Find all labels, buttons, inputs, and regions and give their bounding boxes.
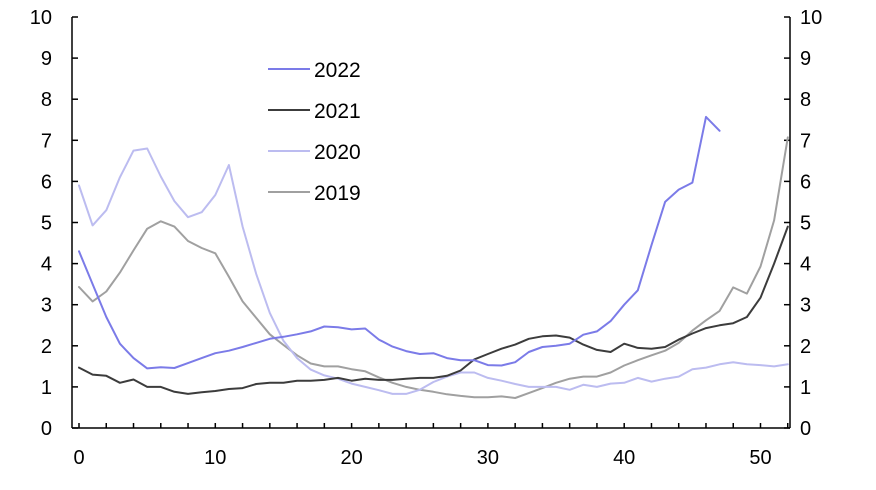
legend-label-2022: 2022 — [314, 59, 361, 82]
y-tick-label-left: 2 — [41, 336, 52, 358]
x-tick-label: 0 — [73, 447, 84, 469]
y-tick-label-right: 2 — [800, 336, 811, 358]
y-tick-label-left: 10 — [30, 7, 52, 29]
series-line-2021 — [78, 225, 789, 395]
legend: 2022 2021 2020 2019 — [268, 59, 361, 205]
x-tick-label: 20 — [340, 447, 362, 469]
y-tick-label-right: 7 — [800, 130, 811, 152]
legend-label-2019: 2019 — [314, 182, 361, 205]
x-tick-label: 30 — [477, 447, 499, 469]
series-lines — [78, 115, 789, 399]
y-tick-label-right: 0 — [800, 418, 811, 440]
y-tick-label-right: 10 — [800, 7, 822, 29]
y-tick-label-right: 6 — [800, 171, 811, 193]
y-tick-label-right: 9 — [800, 48, 811, 70]
y-tick-label-right: 5 — [800, 213, 811, 235]
y-tick-label-left: 8 — [41, 89, 52, 111]
axes: 0 01 12 23 34 45 56 67 78 89 910 100 10 20 30 40 50 — [30, 7, 823, 469]
y-tick-label-left: 9 — [41, 48, 52, 70]
y-tick-label-left: 6 — [41, 171, 52, 193]
y-tick-label-left: 4 — [41, 254, 52, 276]
y-tick-label-left: 1 — [41, 377, 52, 399]
x-tick-label: 40 — [613, 447, 635, 469]
series-line-2020 — [78, 147, 789, 395]
x-tick-label: 10 — [204, 447, 226, 469]
legend-label-2021: 2021 — [314, 100, 361, 123]
y-tick-label-right: 3 — [800, 295, 811, 317]
y-tick-label-left: 7 — [41, 130, 52, 152]
y-tick-label-right: 4 — [800, 254, 811, 276]
legend-label-2020: 2020 — [314, 141, 361, 164]
x-tick-label: 50 — [749, 447, 771, 469]
y-tick-label-right: 1 — [800, 377, 811, 399]
series-line-2022 — [78, 115, 721, 370]
y-tick-label-left: 5 — [41, 213, 52, 235]
y-tick-label-right: 8 — [800, 89, 811, 111]
y-tick-label-left: 3 — [41, 295, 52, 317]
y-tick-label-left: 0 — [41, 418, 52, 440]
series-line-2019 — [78, 136, 789, 399]
